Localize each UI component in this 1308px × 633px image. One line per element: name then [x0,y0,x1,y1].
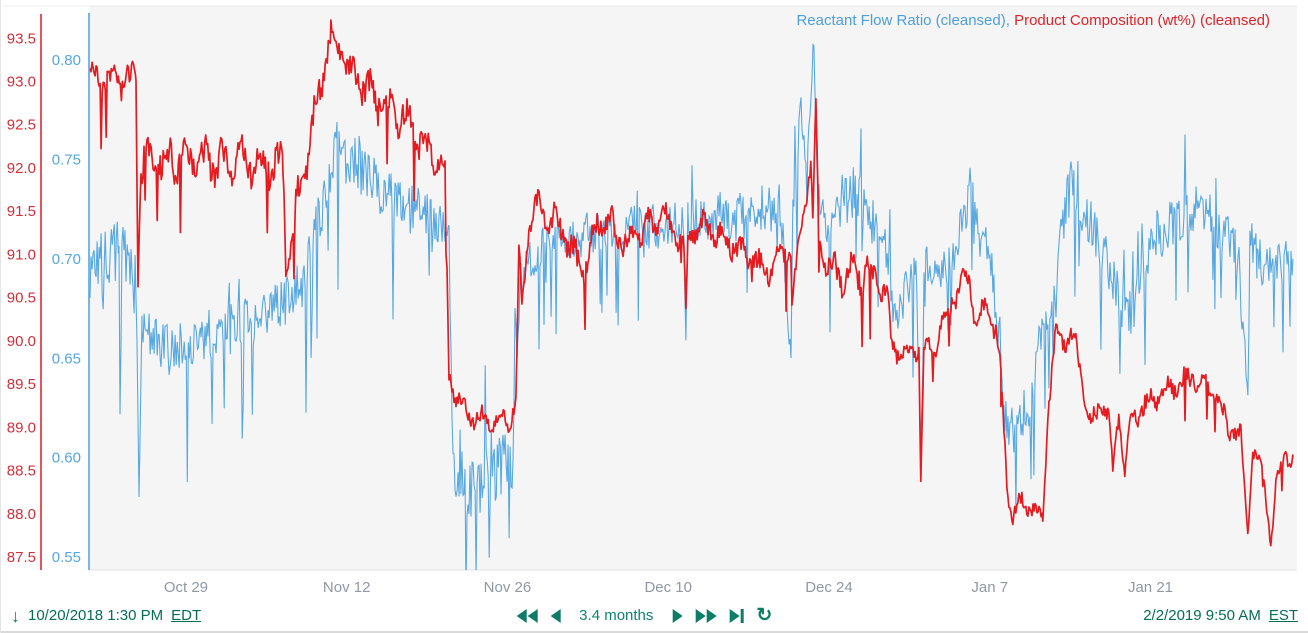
x-axis-tick-label[interactable]: Oct 29 [164,579,208,596]
red-y-axis-tick-label[interactable]: 91.5 [7,203,36,220]
blue-y-axis-tick-label[interactable]: 0.80 [52,52,81,69]
blue-y-axis-tick-label[interactable]: 0.75 [52,151,81,168]
range-end-timezone-link[interactable]: EST [1268,607,1298,624]
rewind-icon [527,608,538,623]
investigate-range-down-arrow-icon[interactable]: ↓ [11,605,20,626]
red-y-axis-tick-label[interactable]: 89.0 [7,419,36,436]
rewind-icon [516,608,527,623]
right-arrow-icon [672,608,683,623]
left-arrow-icon [550,608,561,623]
red-y-axis-tick-label[interactable]: 92.0 [7,160,36,177]
red-y-axis-tick-label[interactable]: 93.5 [7,30,36,47]
refresh-icon[interactable]: ↻ [756,604,773,626]
x-axis-tick-label[interactable]: Nov 26 [484,579,532,596]
red-y-axis-tick-label[interactable]: 92.5 [7,117,36,134]
x-axis-tick-label[interactable]: Jan 21 [1128,579,1173,596]
blue-y-axis-tick-label[interactable]: 0.60 [52,450,81,467]
x-axis-tick-label[interactable]: Dec 24 [805,579,853,596]
range-end-group: 2/2/2019 9:50 AM EST [1143,607,1298,624]
blue-y-axis-tick-label[interactable]: 0.55 [52,549,81,566]
fast-forward-icon [706,608,717,623]
range-start-group: ↓ 10/20/2018 1:30 PM EDT [11,607,201,625]
red-y-axis-tick-label[interactable]: 93.0 [7,73,36,90]
x-axis-tick-label[interactable]: Nov 12 [323,579,371,596]
range-end-timestamp: 2/2/2019 9:50 AM [1143,607,1261,624]
series-product-composition [89,19,1294,547]
pan-back-button[interactable] [550,608,561,623]
pan-to-end-button[interactable] [729,608,744,623]
duration-label[interactable]: 3.4 months [579,607,654,624]
legend-item-product-composition[interactable]: Product Composition (wt%) (cleansed) [1014,12,1270,29]
red-y-axis-tick-label[interactable]: 88.5 [7,463,36,480]
blue-y-axis-tick-label[interactable]: 0.65 [52,350,81,367]
pan-controls: 3.4 months ↻ [516,604,773,626]
pan-back-large-button[interactable] [516,608,538,623]
time-range-toolbar: ↓ 10/20/2018 1:30 PM EDT 3.4 months [1,600,1308,633]
legend-separator: , [1005,12,1015,29]
pan-forward-large-button[interactable] [695,608,717,623]
red-y-axis-tick-label[interactable]: 89.5 [7,376,36,393]
skip-to-end-bar [740,608,744,623]
x-axis-tick-label[interactable]: Jan 7 [971,579,1008,596]
red-y-axis-tick-label[interactable]: 88.0 [7,506,36,523]
range-start-timezone-link[interactable]: EDT [171,607,202,624]
red-y-axis-tick-label[interactable]: 90.5 [7,290,36,307]
legend-item-reactant-flow-ratio[interactable]: Reactant Flow Ratio (cleansed) [796,12,1006,29]
fast-forward-icon [695,608,706,623]
pan-forward-button[interactable] [672,608,683,623]
x-axis-tick-label[interactable]: Dec 10 [644,579,692,596]
chart-legend: Reactant Flow Ratio (cleansed), Product … [796,12,1270,29]
red-y-axis-tick-label[interactable]: 91.0 [7,246,36,263]
skip-to-end-icon [729,608,740,623]
red-y-axis-tick-label[interactable]: 87.5 [7,549,36,566]
range-start-timestamp: 10/20/2018 1:30 PM [28,607,164,624]
series-reactant-flow-ratio [89,43,1294,570]
red-y-axis-tick-label[interactable]: 90.0 [7,333,36,350]
plot-background [89,6,1297,570]
trend-chart[interactable]: 93.5 93.0 92.5 92.0 91.5 91.0 90.5 90.0 89.5 89.0… [1,0,1308,600]
blue-y-axis-tick-label[interactable]: 0.70 [52,251,81,268]
